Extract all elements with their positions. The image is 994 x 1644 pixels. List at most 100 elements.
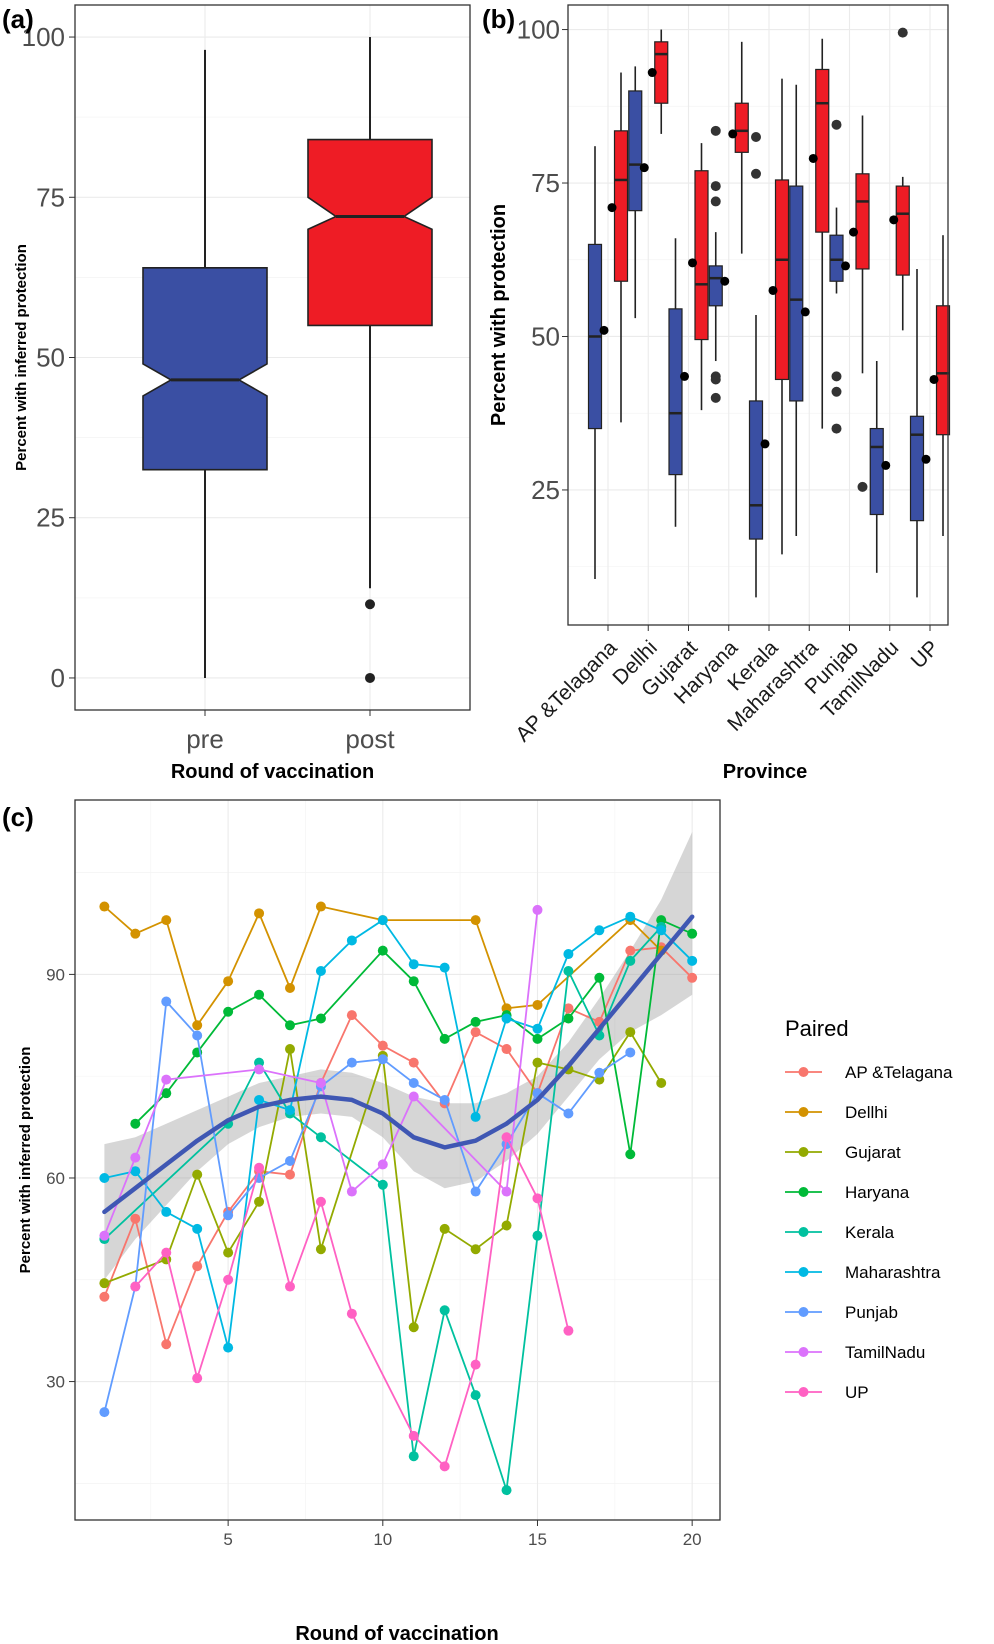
panel-c-series-point (377, 1054, 388, 1065)
panel-c-series-point (130, 1166, 141, 1177)
panel-b-point (607, 203, 617, 213)
panel-b-point (720, 276, 730, 286)
panel-b-outlier (831, 423, 842, 434)
panel-c-series-point (470, 1027, 481, 1038)
panel-c-series-line (134, 1134, 570, 1469)
panel-c-series-point (687, 955, 698, 966)
panel-c-series-point (223, 1210, 234, 1221)
panel-c-series-point (470, 915, 481, 926)
panel-c-series-point (285, 982, 295, 993)
panel-c-series-point (439, 1461, 450, 1472)
panel-c-series-point (315, 901, 326, 912)
panel-b-point (889, 215, 899, 225)
panel-c-series-point (439, 962, 450, 973)
panel-b-x-tick-label: UP (907, 636, 944, 673)
panel-c-series-point (315, 1196, 326, 1207)
panel-b-point (841, 261, 850, 271)
panel-c-series-point (439, 1305, 450, 1316)
panel-c-legend-key-point (798, 1147, 809, 1157)
panel-a-y-tick-label: 100 (22, 22, 65, 52)
panel-c-series-point (315, 1077, 326, 1088)
panel-c-series-point (161, 1206, 172, 1217)
panel-c-y-tick-label: 90 (46, 965, 65, 984)
panel-c-series-point (285, 1105, 295, 1116)
panel-b-y-tick-label: 50 (531, 321, 560, 351)
panel-b-box (748, 400, 764, 540)
panel-c-series-point (687, 972, 698, 983)
panel-c-series-point (346, 1057, 357, 1068)
panel-c-series-point (377, 915, 388, 926)
panel-c-series-point (254, 1162, 265, 1173)
panel-c-series-point (285, 1281, 295, 1292)
panel-b-point (728, 129, 738, 139)
panel-c-series-point (563, 949, 574, 960)
panel-b-outlier (710, 392, 721, 403)
panel-c-legend-key-point (798, 1107, 809, 1117)
panel-c-series-point (377, 1040, 388, 1051)
panel-b-box (628, 90, 643, 212)
panel-c-series-point (501, 1013, 512, 1024)
panel-b-outlier (831, 119, 842, 130)
panel-a-outlier (365, 672, 375, 683)
panel-c-series-point (594, 972, 605, 983)
panel-c-series-point (470, 1111, 481, 1122)
panel-c-series-point (470, 1390, 481, 1401)
panel-c-series-point (439, 1033, 450, 1044)
panel-b-outlier (710, 181, 721, 192)
panel-b-box (829, 234, 844, 282)
panel-c-series-point (192, 1020, 203, 1031)
panel-a-y-tick-label: 75 (36, 182, 65, 212)
panel-c-series-point (99, 1407, 110, 1418)
panel-c-series-point (563, 1003, 574, 1014)
panel-c-series-point (99, 1291, 110, 1302)
panel-c-series-point (130, 1118, 141, 1129)
panel-c-series-point (501, 1044, 512, 1055)
panel-c-series-line (134, 918, 693, 1155)
panel-b-box (708, 265, 723, 307)
panel-b-box (815, 68, 830, 233)
panel-c-series-point (130, 1281, 141, 1292)
panel-c-series-point (223, 1006, 234, 1017)
panel-b-border (567, 4, 949, 626)
panel-c-series-point (408, 1322, 419, 1333)
panel-c-series-point (346, 1186, 357, 1197)
panel-c-series-line (103, 946, 693, 1348)
panel-b-box (774, 179, 790, 381)
panel-a-x-tick-label: pre (186, 724, 224, 754)
panel-c-legend-label: Maharashtra (845, 1263, 941, 1282)
panel-c-legend-label: Dellhi (845, 1103, 888, 1122)
panel-c-series-point (315, 966, 326, 977)
panel-c-series-point (377, 1179, 388, 1190)
panel-c-series-point (439, 1223, 450, 1234)
panel-c-series-point (346, 935, 357, 946)
panel-c-legend-label: UP (845, 1383, 869, 1402)
panel-a-box (307, 138, 433, 327)
panel-b-outlier (710, 125, 721, 136)
panel-c-x-tick-label: 10 (373, 1530, 392, 1549)
panel-c-legend-key-point (798, 1347, 809, 1357)
panel-b-point (921, 454, 931, 464)
panel-c-series-point (192, 1030, 203, 1041)
panel-c-series-point (439, 1094, 450, 1105)
panel-c-series-point (501, 1186, 512, 1197)
panel-c-series-point (161, 1074, 172, 1085)
panel-c-legend-key-point (798, 1387, 809, 1397)
panel-b-outlier (710, 196, 721, 207)
panel-b-x-tick-label: AP &Telagana (511, 636, 621, 746)
panel-c-series-point (223, 1342, 234, 1353)
panel-b-y-tick-label: 25 (531, 475, 560, 505)
panel-c-legend-label: Haryana (845, 1183, 910, 1202)
panel-c-series-point (563, 1013, 574, 1024)
panel-a-boxplot: 0 25 50 75 100 pre post (a) Round of vaccination… (2, 4, 471, 783)
panel-c-series-point (563, 1325, 574, 1336)
panel-a-y-tick-label: 25 (36, 503, 65, 533)
panel-c-series-point (285, 1044, 295, 1055)
panel-c-series-point (408, 1451, 419, 1462)
panel-c-legend-label: AP &Telagana (845, 1063, 953, 1082)
panel-b-point (760, 439, 770, 449)
panel-b-point (768, 285, 778, 295)
panel-a-y-axis-title: Percent with inferred protection (13, 244, 30, 471)
panel-b-y-tick-label: 75 (531, 168, 560, 198)
panel-b-outlier (831, 386, 842, 397)
